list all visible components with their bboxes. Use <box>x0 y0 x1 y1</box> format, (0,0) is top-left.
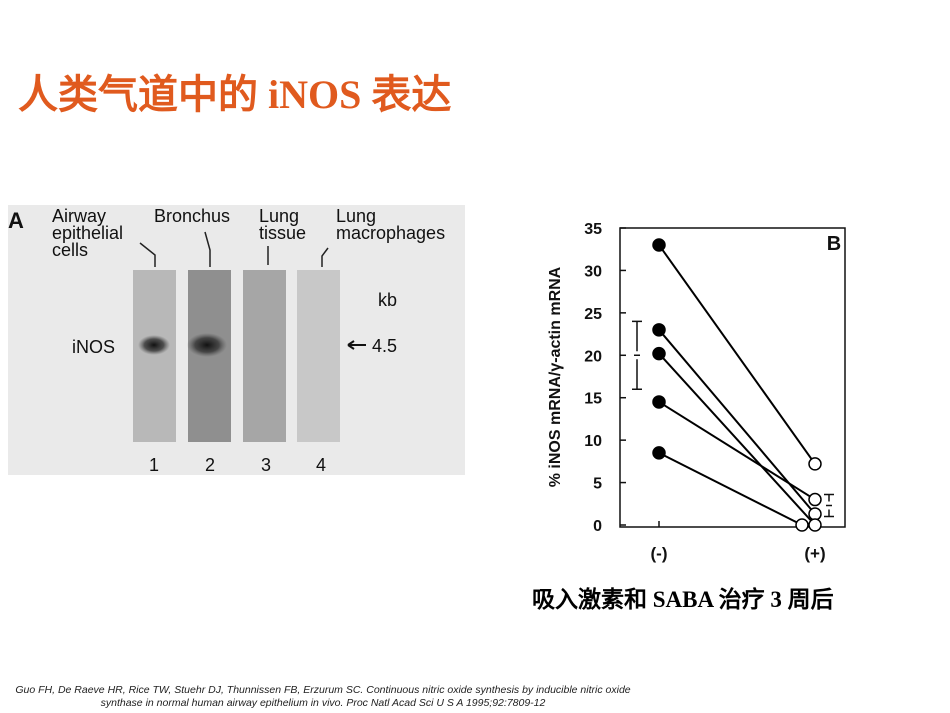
lane-label-line: Lung <box>259 206 299 226</box>
before-point <box>652 395 666 409</box>
lane-label: Lung tissue <box>259 206 306 243</box>
before-point <box>652 238 666 252</box>
before-point <box>652 323 666 337</box>
lane-label-line: macrophages <box>336 223 445 243</box>
blot-background <box>8 205 465 475</box>
after-point <box>808 507 822 521</box>
lane <box>297 270 340 442</box>
slide-title: 人类气道中的 iNOS 表达 <box>18 72 452 117</box>
error-bar <box>824 493 834 518</box>
citation: Guo FH, De Raeve HR, Rice TW, Stuehr DJ,… <box>15 684 631 709</box>
before-point <box>652 446 666 460</box>
pair-line <box>658 451 803 526</box>
lane <box>133 270 176 442</box>
before-point <box>652 346 666 361</box>
lane-number: 1 <box>149 455 159 475</box>
y-tick-label: 0 <box>593 518 602 535</box>
after-point <box>808 457 822 471</box>
band <box>187 333 227 357</box>
x-tick-label: (+) <box>804 544 825 563</box>
y-tick-label: 15 <box>584 391 602 408</box>
lane-label-line: cells <box>52 240 88 260</box>
after-point <box>808 492 822 507</box>
y-tick-label: 30 <box>584 263 602 280</box>
lane <box>243 270 286 442</box>
panel-label: B <box>827 233 841 255</box>
after-point <box>808 518 822 532</box>
x-tick-label: (-) <box>651 544 668 563</box>
y-tick-label: 35 <box>584 221 602 238</box>
panel-label: A <box>8 208 24 233</box>
y-tick-label: 5 <box>593 476 602 493</box>
pair-line <box>658 244 816 465</box>
size-arrow <box>347 340 366 350</box>
lane-label: Bronchus <box>154 206 230 226</box>
pair-line <box>658 401 816 501</box>
figure: A Airway epithelial cells Bronchus Lung tis… <box>8 205 846 563</box>
lane-pointers <box>139 231 329 267</box>
pair-line <box>658 329 816 515</box>
lane-label-line: Airway <box>52 206 106 226</box>
size-value: 4.5 <box>372 336 397 356</box>
error-bar <box>632 320 642 390</box>
lane-label-line: epithelial <box>52 223 123 243</box>
y-tick-label: 20 <box>584 348 602 365</box>
lane-number: 3 <box>261 455 271 475</box>
band <box>138 335 170 355</box>
lane-label-line: Lung <box>336 206 376 226</box>
after-point <box>795 518 809 532</box>
row-label: iNOS <box>72 337 115 357</box>
y-axis-label: % iNOS mRNA/γ-actin mRNA <box>547 266 564 487</box>
lane-number: 2 <box>205 455 215 475</box>
size-unit: kb <box>378 290 397 310</box>
lane-label-line: tissue <box>259 223 306 243</box>
lane-label: Airway epithelial cells <box>52 206 123 260</box>
lane-number: 4 <box>316 455 326 475</box>
pair-line <box>658 352 816 526</box>
plot-frame <box>619 227 846 528</box>
lane-label: Lung macrophages <box>336 206 445 243</box>
y-tick-label: 25 <box>584 306 602 323</box>
caption: 吸入激素和 SABA 治疗 3 周后 <box>532 587 834 612</box>
y-tick-label: 10 <box>584 433 602 450</box>
